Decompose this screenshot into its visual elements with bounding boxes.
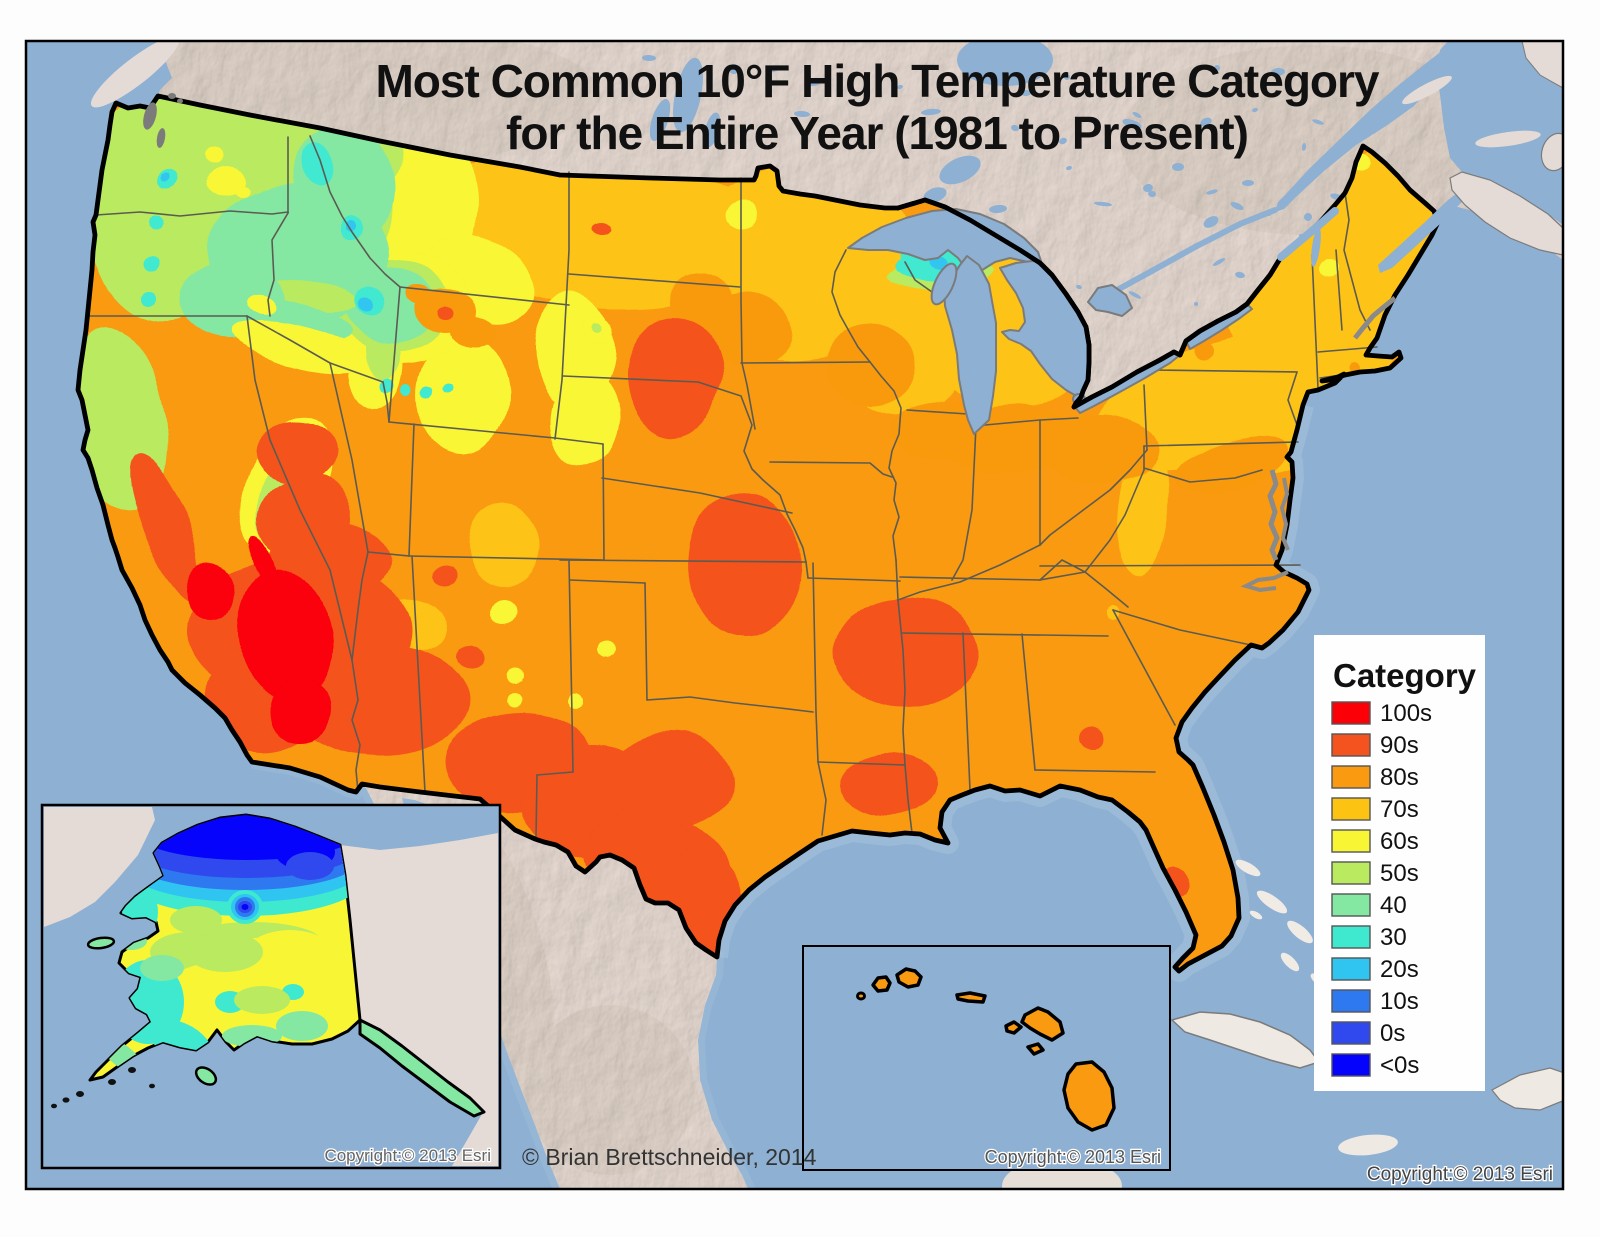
svg-text:90s: 90s: [1380, 732, 1419, 759]
svg-text:10s: 10s: [1380, 988, 1419, 1015]
svg-text:100s: 100s: [1380, 700, 1432, 727]
svg-text:for the Entire Year (1981 to P: for the Entire Year (1981 to Present): [506, 107, 1248, 159]
svg-text:Category: Category: [1333, 657, 1477, 694]
svg-text:60s: 60s: [1380, 828, 1419, 855]
svg-text:70s: 70s: [1380, 796, 1419, 823]
svg-text:40: 40: [1380, 892, 1407, 919]
svg-text:Copyright:© 2013 Esri: Copyright:© 2013 Esri: [1367, 1164, 1553, 1185]
svg-text:0s: 0s: [1380, 1020, 1405, 1047]
svg-text:80s: 80s: [1380, 764, 1419, 791]
svg-text:30: 30: [1380, 924, 1407, 951]
svg-text:Copyright:© 2013 Esri: Copyright:© 2013 Esri: [324, 1146, 491, 1165]
svg-text:50s: 50s: [1380, 860, 1419, 887]
svg-text:© Brian Brettschneider, 2014: © Brian Brettschneider, 2014: [522, 1144, 817, 1170]
svg-text:<0s: <0s: [1380, 1052, 1419, 1079]
svg-text:Most Common 10°F High Temperat: Most Common 10°F High Temperature Catego…: [375, 55, 1379, 107]
svg-text:Copyright:© 2013 Esri: Copyright:© 2013 Esri: [985, 1147, 1161, 1167]
svg-text:20s: 20s: [1380, 956, 1419, 983]
